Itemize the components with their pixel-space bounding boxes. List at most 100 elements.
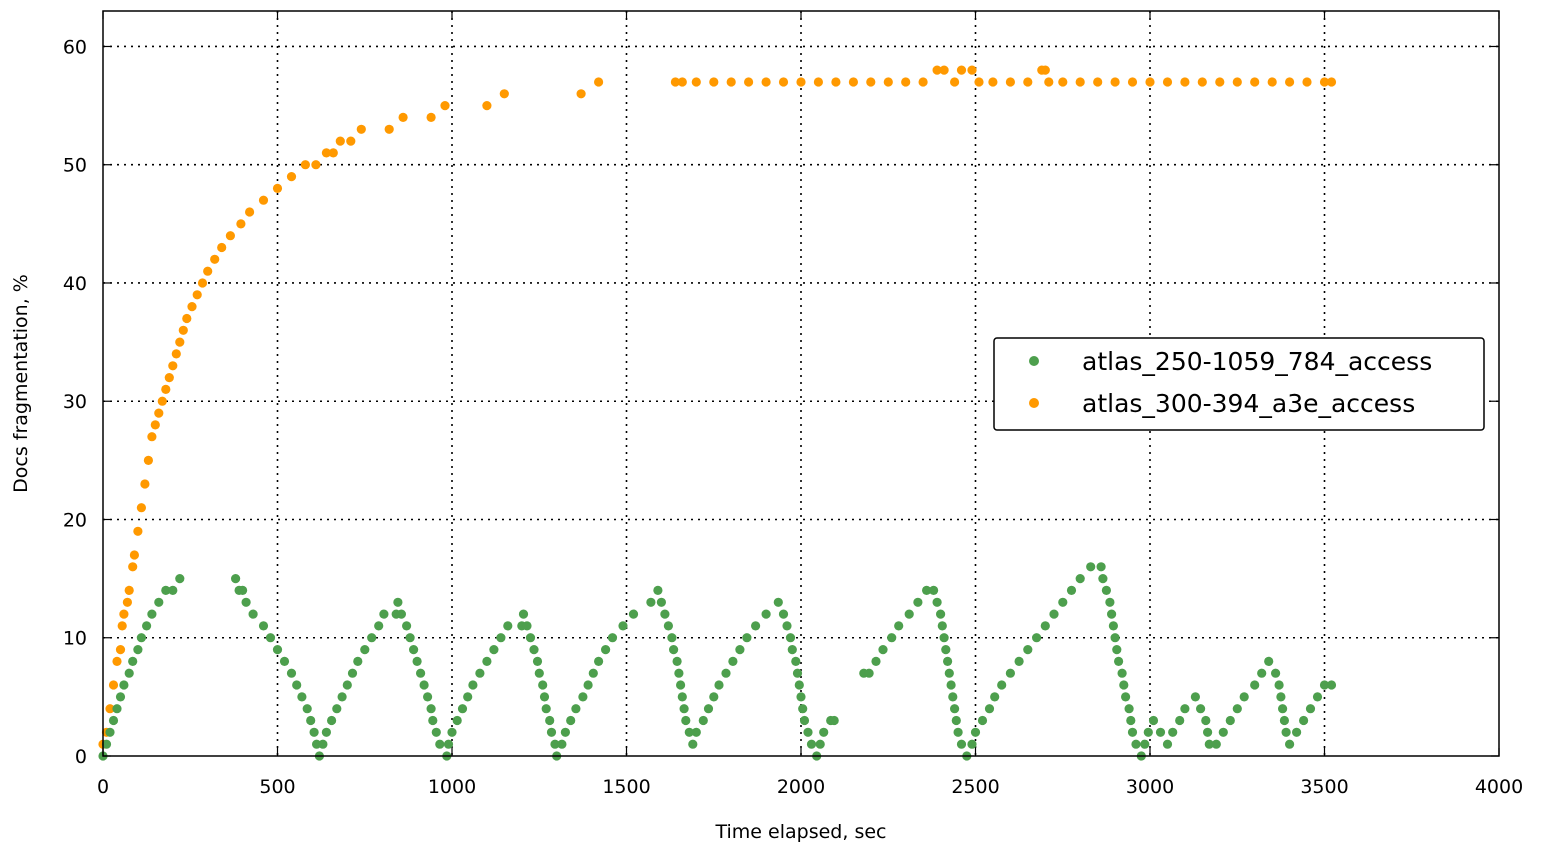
data-point-series-1 [557,739,567,749]
data-point-series-1 [578,692,588,702]
data-point-series-2 [105,704,115,714]
data-point-series-1 [443,739,454,749]
data-point-series-2 [171,349,181,359]
data-point-series-2 [168,361,178,371]
data-point-series-2 [883,77,893,87]
data-point-series-2 [112,656,122,667]
data-point-series-1 [147,609,157,619]
data-point-series-1 [482,656,492,667]
data-point-series-1 [913,597,923,607]
data-point-series-1 [534,668,544,678]
data-point-series-1 [1305,704,1316,714]
data-point-series-1 [990,692,1000,702]
data-point-series-1 [546,727,557,737]
data-point-series-1 [1148,715,1159,726]
x-tick-label: 0 [97,776,109,798]
data-point-series-1 [396,609,406,619]
data-point-series-1 [773,597,783,607]
data-point-series-1 [792,668,803,678]
data-point-series-2 [1326,77,1337,87]
data-point-series-2 [346,136,356,146]
data-point-series-2 [272,183,283,193]
data-point-series-1 [1127,727,1138,737]
data-point-series-1 [751,621,761,631]
data-point-series-2 [122,597,132,607]
data-point-series-2 [950,77,960,87]
tick-marks [102,11,1500,757]
data-point-series-1 [799,715,810,726]
data-point-series-2 [300,160,310,170]
data-point-series-1 [894,621,904,631]
data-point-series-2 [974,77,984,87]
data-point-series-2 [1180,77,1190,87]
data-point-series-1 [646,597,656,607]
data-point-series-1 [175,574,185,584]
data-point-series-1 [1117,668,1127,678]
data-point-series-2 [440,101,450,111]
data-point-series-2 [143,455,153,465]
data-point-series-2 [245,207,255,217]
data-point-series-1 [452,715,462,726]
data-point-series-1 [953,727,963,737]
data-point-series-2 [384,124,394,134]
data-point-series-1 [367,633,377,643]
data-point-series-2 [108,680,119,690]
data-point-series-1 [538,680,548,690]
data-point-series-1 [1299,715,1309,726]
data-point-series-2 [1267,77,1277,87]
data-point-series-2 [709,77,719,87]
data-point-series-2 [1285,77,1295,87]
data-point-series-1 [475,668,485,678]
data-point-series-2 [1040,65,1050,75]
data-point-series-1 [503,621,513,631]
data-point-series-2 [136,503,146,513]
data-point-series-1 [1285,739,1295,749]
data-point-series-2 [328,148,338,158]
data-point-series-1 [628,609,639,619]
data-point-series-1 [112,704,122,714]
data-point-series-1 [1264,656,1274,667]
data-point-series-1 [435,739,445,749]
legend-label-series-1: atlas_250-1059_784_access [1082,347,1432,376]
data-point-series-1 [1232,704,1242,714]
data-point-series-1 [1162,739,1173,749]
data-point-series-1 [607,633,618,643]
data-point-series-1 [496,633,506,643]
y-tick-labels: 0 10 20 30 40 50 60 [63,36,87,768]
data-point-series-1 [321,727,331,737]
data-point-series-2 [796,77,806,87]
x-tick-label: 500 [259,776,295,798]
data-point-series-1 [108,715,119,726]
data-point-series-1 [124,668,134,678]
data-point-series-1 [1279,715,1289,726]
data-point-series-1 [532,656,543,667]
data-point-series-2 [140,479,150,489]
data-point-series-1 [1075,574,1085,584]
x-axis-label: Time elapsed, sec [715,821,887,843]
data-point-series-1 [105,727,115,737]
data-point-series-1 [951,715,961,726]
data-point-series-1 [703,704,714,714]
data-point-series-1 [660,609,670,619]
data-point-series-1 [864,668,874,678]
data-point-series-1 [735,645,745,655]
data-point-series-1 [318,739,328,749]
data-point-series-1 [457,704,468,714]
data-point-series-2 [147,432,157,442]
data-point-series-1 [984,704,995,714]
data-point-series-1 [688,739,698,749]
data-point-series-2 [119,609,129,619]
data-point-series-1 [929,585,939,596]
data-point-series-2 [1250,77,1260,87]
data-point-series-1 [393,597,403,607]
x-tick-label: 2500 [951,776,999,798]
data-point-series-2 [154,408,164,418]
data-point-series-1 [292,680,302,690]
data-point-series-2 [1110,77,1120,87]
data-point-series-1 [1204,739,1214,749]
data-point-series-1 [405,633,415,643]
data-point-series-2 [1197,77,1207,87]
data-point-series-1 [698,715,708,726]
data-point-series-1 [1126,715,1136,726]
data-point-series-1 [409,645,419,655]
